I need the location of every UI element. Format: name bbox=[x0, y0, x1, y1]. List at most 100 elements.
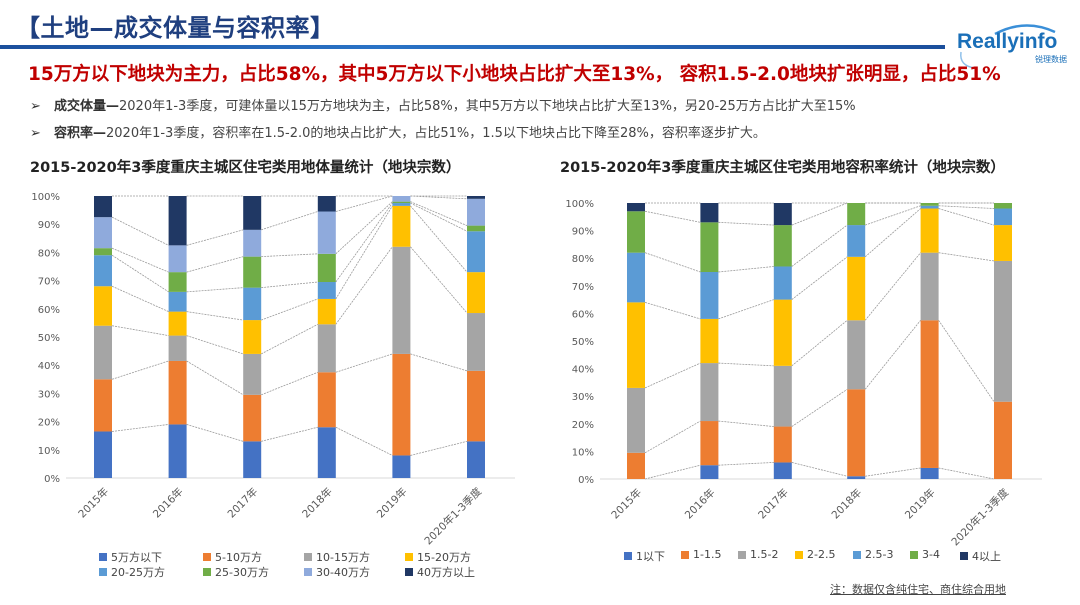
bar-segment bbox=[243, 320, 262, 354]
legend-item: 1以下 bbox=[624, 548, 665, 564]
series-connector-line bbox=[644, 464, 701, 480]
series-connector-line bbox=[111, 360, 169, 380]
x-tick-label: 2015年 bbox=[76, 485, 112, 521]
series-connector-line bbox=[186, 287, 244, 293]
bar-segment bbox=[392, 201, 411, 204]
bar-segment bbox=[467, 272, 485, 314]
legend-swatch bbox=[304, 568, 312, 576]
legend-swatch bbox=[681, 550, 689, 559]
headline: 15万方以下地块为主力，占比58%，其中5万方以下小地块占比扩大至13%， 容积… bbox=[28, 64, 1001, 85]
bar-segment bbox=[920, 203, 939, 206]
legend-swatch bbox=[795, 550, 803, 559]
x-tick-label: 2018年 bbox=[829, 486, 865, 522]
bar-segment bbox=[847, 225, 866, 257]
x-tick-label: 2017年 bbox=[755, 486, 791, 522]
bar-segment bbox=[168, 424, 187, 478]
legend-label: 4以上 bbox=[972, 550, 1001, 563]
bar-segment bbox=[94, 255, 112, 287]
bar-segment bbox=[994, 225, 1012, 261]
y-tick-label: 0% bbox=[578, 475, 594, 486]
legend-label: 5万方以下 bbox=[111, 551, 162, 564]
bar-segment bbox=[94, 286, 112, 326]
series-connector-line bbox=[186, 360, 244, 396]
legend-label: 40万方以上 bbox=[417, 566, 475, 579]
logo-subtext: 锐理数据 bbox=[1035, 55, 1067, 64]
series-connector-line bbox=[791, 224, 848, 267]
series-connector-line bbox=[186, 311, 244, 321]
y-tick-label: 80% bbox=[572, 254, 594, 265]
series-connector-line bbox=[335, 353, 393, 373]
series-connector-line bbox=[644, 362, 701, 389]
y-tick-label: 20% bbox=[38, 418, 60, 429]
bar-segment bbox=[168, 360, 187, 425]
series-connector-line bbox=[261, 281, 318, 289]
series-connector-line bbox=[864, 252, 921, 321]
legend-item: 15-20万方 bbox=[405, 549, 471, 565]
y-tick-label: 0% bbox=[44, 474, 60, 485]
bar-segment bbox=[317, 298, 336, 325]
bar-segment bbox=[773, 365, 792, 427]
bullet-volume: ➢ 成交体量—2020年1-3季度，可建体量以15万方地块为主，占比58%，其中5… bbox=[30, 95, 856, 114]
legend-label: 5-10万方 bbox=[215, 551, 262, 564]
series-connector-line bbox=[791, 462, 848, 477]
series-connector-line bbox=[865, 205, 921, 226]
bar-segment bbox=[168, 311, 187, 336]
bar-segment bbox=[994, 203, 1012, 209]
bullet-label: 成交体量— bbox=[54, 99, 120, 114]
y-tick-label: 10% bbox=[572, 447, 594, 458]
series-connector-line bbox=[718, 362, 774, 367]
series-connector-line bbox=[261, 371, 318, 396]
y-tick-label: 10% bbox=[38, 446, 60, 457]
legend-swatch bbox=[203, 568, 211, 576]
series-connector-line bbox=[410, 195, 468, 200]
bar-segment bbox=[392, 203, 411, 206]
bar-segment bbox=[700, 421, 719, 466]
series-connector-line bbox=[111, 424, 169, 432]
series-connector-line bbox=[938, 320, 995, 402]
series-connector-line bbox=[410, 440, 468, 456]
x-tick-label: 2019年 bbox=[902, 486, 938, 522]
series-connector-line bbox=[111, 254, 169, 293]
legend-label: 25-30万方 bbox=[215, 566, 269, 579]
legend-item: 10-15万方 bbox=[304, 549, 370, 565]
series-connector-line bbox=[186, 424, 244, 442]
y-tick-label: 40% bbox=[572, 365, 594, 376]
bar-segment bbox=[773, 426, 792, 463]
series-connector-line bbox=[410, 201, 468, 226]
bullet-text: 2020年1-3季度，可建体量以15万方地块为主，占比58%，其中5万方以下地块… bbox=[119, 99, 856, 114]
volume-chart: 0% 10% 20% 30% 40% 50% 60% 70% 80% 90% 100% 2015年 20… bbox=[31, 192, 515, 545]
bar-segment bbox=[317, 211, 336, 254]
series-connector-line bbox=[938, 205, 995, 209]
series-connector-line bbox=[335, 205, 393, 300]
bar-segment bbox=[392, 455, 411, 478]
bar-segment bbox=[467, 225, 485, 232]
bar-segment bbox=[317, 427, 336, 478]
y-tick-label: 60% bbox=[572, 309, 594, 320]
y-tick-label: 100% bbox=[565, 199, 594, 210]
series-connector-line bbox=[791, 202, 848, 226]
x-tick-label: 2019年 bbox=[374, 485, 410, 521]
bar-segment bbox=[920, 208, 939, 253]
y-tick-label: 20% bbox=[572, 420, 594, 431]
x-tick-label: 2020年1-3季度 bbox=[949, 486, 1012, 549]
bar-segment bbox=[467, 196, 485, 199]
series-connector-line bbox=[111, 216, 169, 246]
bar-segment bbox=[467, 313, 485, 371]
legend-swatch bbox=[203, 553, 211, 561]
bar-segment bbox=[467, 441, 485, 478]
chart-title-volume: 2015-2020年3季度重庆主城区住宅类用地体量统计（地块宗数） bbox=[30, 160, 461, 176]
legend-label: 15-20万方 bbox=[417, 551, 471, 564]
bar-segment bbox=[317, 253, 336, 283]
legend-swatch bbox=[99, 568, 107, 576]
legend-swatch bbox=[624, 552, 632, 560]
bar-segment bbox=[700, 203, 719, 223]
series-connector-line bbox=[335, 195, 393, 212]
legend-swatch bbox=[405, 568, 413, 576]
legend-item: 2-2.5 bbox=[795, 548, 835, 561]
bar-segment bbox=[243, 353, 262, 395]
series-connector-line bbox=[186, 335, 244, 355]
series-connector-line bbox=[186, 229, 244, 246]
series-connector-line bbox=[864, 208, 921, 258]
x-tick-label: 2018年 bbox=[299, 485, 335, 521]
legend-item: 1.5-2 bbox=[738, 548, 778, 561]
